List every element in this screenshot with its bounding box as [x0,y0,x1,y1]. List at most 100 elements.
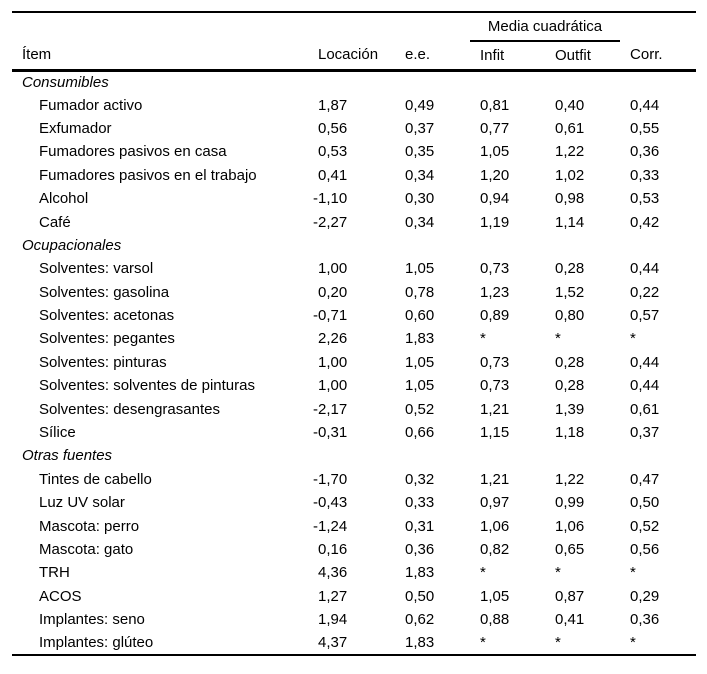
cell-outfit: 1,14 [555,213,585,231]
cell-corr: 0,44 [630,96,660,114]
cell-item: ACOS [39,587,82,605]
cell-outfit: 0,40 [555,96,585,114]
cell-corr: * [630,564,636,582]
table-row: Solventes: acetonas -0,71 0,60 0,89 0,80… [12,304,696,327]
cell-se: 1,05 [405,260,435,278]
cell-location: 0,56 [318,119,348,137]
cell-infit: 1,05 [480,587,510,605]
table-row: Mascota: gato 0,16 0,36 0,82 0,65 0,56 [12,538,696,561]
cell-corr: 0,53 [630,190,660,208]
cell-location: 0,41 [318,166,348,184]
cell-infit: 0,73 [480,377,510,395]
cell-item: Fumadores pasivos en el trabajo [39,166,257,184]
cell-location: -2,17 [313,400,348,418]
cell-outfit: 0,99 [555,494,585,512]
table-row: Solventes: solventes de pinturas 1,00 1,… [12,374,696,397]
cell-infit: 0,97 [480,494,510,512]
cell-outfit: 0,65 [555,541,585,558]
cell-se: 0,31 [405,517,435,535]
cell-se: 0,62 [405,611,435,629]
cell-corr: 0,44 [630,353,660,371]
table-row: Fumadores pasivos en casa 0,53 0,35 1,05… [12,140,696,163]
table-row: Solventes: pinturas 1,00 1,05 0,73 0,28 … [12,351,696,374]
cell-infit [470,234,545,257]
table-row: Consumibles [12,70,696,93]
cell-outfit: 1,39 [555,400,585,418]
cell-corr: 0,29 [630,587,660,605]
cell-corr: 0,36 [630,143,660,161]
cell-location: 1,87 [318,96,348,114]
cell-item: Luz UV solar [39,494,125,512]
item-statistics-table: Media cuadrática Ítem Locación e.e. Infi… [12,11,697,656]
cell-outfit: 0,41 [555,611,585,629]
table-row: Sílice -0,31 0,66 1,15 1,18 0,37 [12,421,696,444]
cell-location: -0,71 [313,307,348,325]
cell-location: 2,26 [318,330,348,348]
cell-location: 4,37 [318,634,348,652]
group-header-media-cuadratica: Media cuadrática [470,12,621,42]
cell-outfit: 0,87 [555,587,585,605]
group-header-spacer [12,12,470,41]
table-row: Solventes: desengrasantes -2,17 0,52 1,2… [12,397,696,420]
cell-location: 4,36 [318,564,348,582]
table-row: Exfumador 0,56 0,37 0,77 0,61 0,55 [12,117,696,140]
cell-item: Solventes: pegantes [39,330,175,348]
cell-se: 1,05 [405,377,435,395]
cell-se: 0,35 [405,143,435,161]
cell-outfit: 0,98 [555,190,585,208]
cell-item: Solventes: gasolina [39,283,170,301]
cell-corr: 0,44 [630,377,660,395]
cell-corr: 0,56 [630,541,660,558]
cell-location: 1,00 [318,353,348,371]
cell-infit [470,70,545,93]
table-row: Tintes de cabello -1,70 0,32 1,21 1,22 0… [12,468,696,491]
cell-corr: * [630,330,636,348]
table-row: Fumador activo 1,87 0,49 0,81 0,40 0,44 [12,93,696,116]
cell-outfit: 0,28 [555,353,585,371]
table-row: Fumadores pasivos en el trabajo 0,41 0,3… [12,164,696,187]
cell-location: 1,94 [318,611,348,629]
cell-outfit [545,444,620,467]
cell-item: Mascota: perro [39,517,140,535]
group-header-row: Media cuadrática [12,12,696,42]
cell-outfit: 1,18 [555,424,585,442]
table-row: Implantes: glúteo 4,37 1,83 * * * [12,631,696,654]
cell-se: 0,78 [405,283,435,301]
cell-item: Otras fuentes [22,447,113,465]
cell-se: 0,66 [405,424,435,442]
table-row: TRH 4,36 1,83 * * * [12,561,696,584]
cell-item: Exfumador [39,119,112,137]
cell-item: Implantes: seno [39,611,145,629]
cell-outfit: 0,61 [555,119,585,137]
cell-infit: 1,20 [480,166,510,184]
cell-outfit: 1,22 [555,143,585,161]
cell-infit: 0,77 [480,119,510,137]
cell-corr: 0,55 [630,119,660,137]
cell-infit: 0,82 [480,541,510,558]
table-row: Solventes: gasolina 0,20 0,78 1,23 1,52 … [12,281,696,304]
column-header-location: Locación [318,46,379,64]
cell-corr: 0,44 [630,260,660,278]
cell-se: 0,37 [405,119,435,137]
cell-infit: 1,05 [480,143,510,161]
cell-infit: 0,81 [480,96,510,114]
cell-outfit: 0,80 [555,307,585,325]
cell-outfit: * [555,634,561,652]
cell-outfit: 0,28 [555,260,585,278]
column-header-corr: Corr. [630,46,663,64]
cell-corr: * [630,634,636,652]
table-row: Luz UV solar -0,43 0,33 0,97 0,99 0,50 [12,491,696,514]
cell-item: Mascota: gato [39,541,134,558]
cell-outfit: 1,02 [555,166,585,184]
cell-item: Solventes: acetonas [39,307,175,325]
cell-outfit: * [555,564,561,582]
group-header-spacer [620,12,696,41]
cell-item: Fumador activo [39,96,143,114]
column-header-infit: Infit [480,46,505,64]
cell-infit: 0,94 [480,190,510,208]
table-row: Implantes: seno 1,94 0,62 0,88 0,41 0,36 [12,608,696,631]
cell-location [308,70,395,93]
cell-item: Solventes: varsol [39,260,154,278]
cell-item: Consumibles [22,73,109,91]
